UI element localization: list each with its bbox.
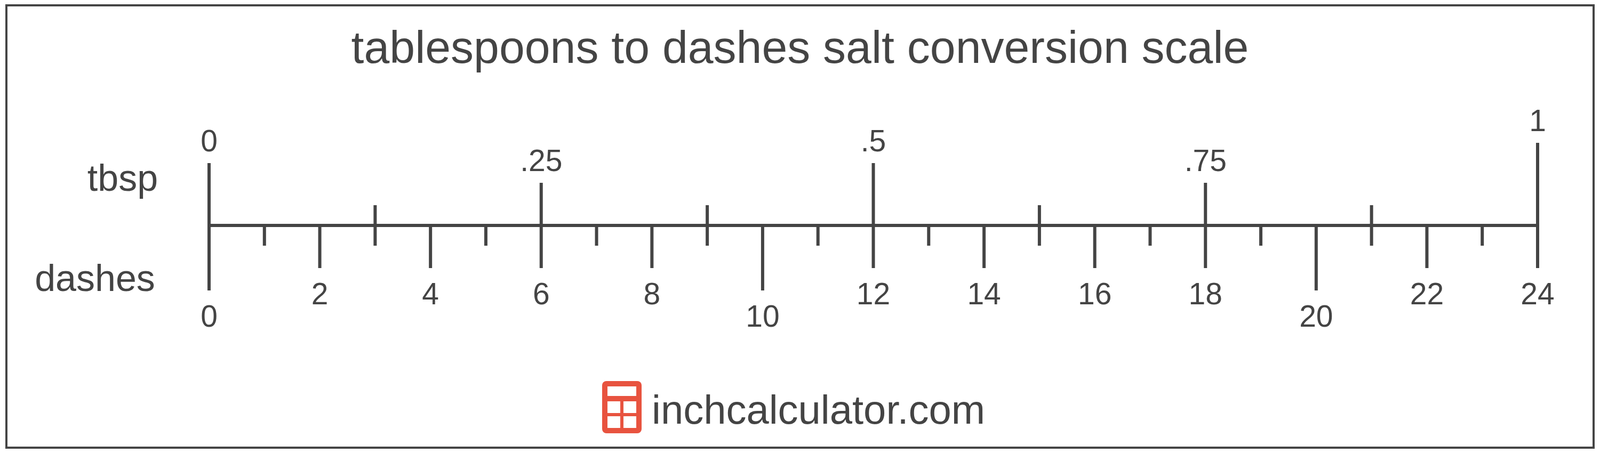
tick [1093, 225, 1097, 269]
tick [1203, 182, 1207, 226]
tick-label: 8 [643, 276, 661, 311]
tick [1314, 225, 1318, 291]
tick-label: .25 [520, 143, 563, 178]
tick-label: 24 [1520, 276, 1555, 311]
logo-icon [602, 381, 642, 434]
tick [872, 163, 876, 226]
logo-body [602, 381, 642, 434]
tick [650, 225, 654, 269]
tick-label: 4 [421, 276, 439, 311]
minor-tick [373, 205, 377, 226]
axis-label: tbsp [87, 157, 158, 199]
tick [1203, 225, 1207, 269]
tick-label: 18 [1188, 276, 1223, 311]
title: tablespoons to dashes salt conversion sc… [351, 21, 1250, 73]
tick-label: .5 [860, 123, 887, 158]
tick [207, 163, 211, 226]
tick-label: 6 [532, 276, 550, 311]
tick [428, 225, 432, 269]
minor-tick [816, 225, 820, 246]
tick-label: 14 [966, 276, 1001, 311]
tick-label: 0 [200, 299, 218, 334]
tick [872, 225, 876, 269]
tick [1536, 225, 1540, 269]
minor-tick [373, 225, 377, 246]
minor-tick [1480, 225, 1484, 246]
minor-tick [705, 205, 709, 226]
tick-label: 0 [200, 123, 218, 158]
minor-tick [484, 225, 488, 246]
tick-label: 22 [1410, 276, 1444, 311]
tick-label: 12 [856, 276, 891, 311]
minor-tick [705, 225, 709, 246]
tick [761, 225, 765, 291]
tick-label: .75 [1184, 143, 1227, 178]
logo-key [623, 401, 637, 414]
minor-tick [1148, 225, 1152, 246]
minor-tick [1037, 225, 1042, 246]
tick-label: 16 [1077, 276, 1112, 311]
tick [1536, 142, 1540, 226]
tick [318, 225, 322, 269]
minor-tick [1037, 205, 1042, 226]
minor-tick [1259, 225, 1263, 246]
axis-label: dashes [34, 257, 156, 300]
tick-label: 10 [745, 299, 780, 334]
minor-tick [595, 225, 599, 246]
tick [982, 225, 986, 269]
logo-key [607, 401, 621, 414]
minor-tick [262, 225, 267, 246]
frame [6, 5, 1594, 448]
logo-key [607, 386, 637, 397]
tick [207, 225, 211, 291]
tick [539, 225, 543, 269]
tick-label: 20 [1299, 299, 1333, 334]
logo-key [623, 416, 637, 429]
chart: tablespoons to dashes salt conversion sc… [0, 0, 1600, 453]
tick [1425, 225, 1429, 269]
minor-tick [1370, 225, 1374, 246]
logo-key [607, 416, 621, 429]
tick-label: 2 [311, 276, 329, 311]
footer-text: inchcalculator.com [651, 387, 986, 433]
tick-label: 1 [1529, 103, 1547, 138]
minor-tick [1370, 205, 1374, 226]
minor-tick [926, 225, 931, 246]
plot [209, 142, 1538, 291]
tick [539, 182, 543, 226]
